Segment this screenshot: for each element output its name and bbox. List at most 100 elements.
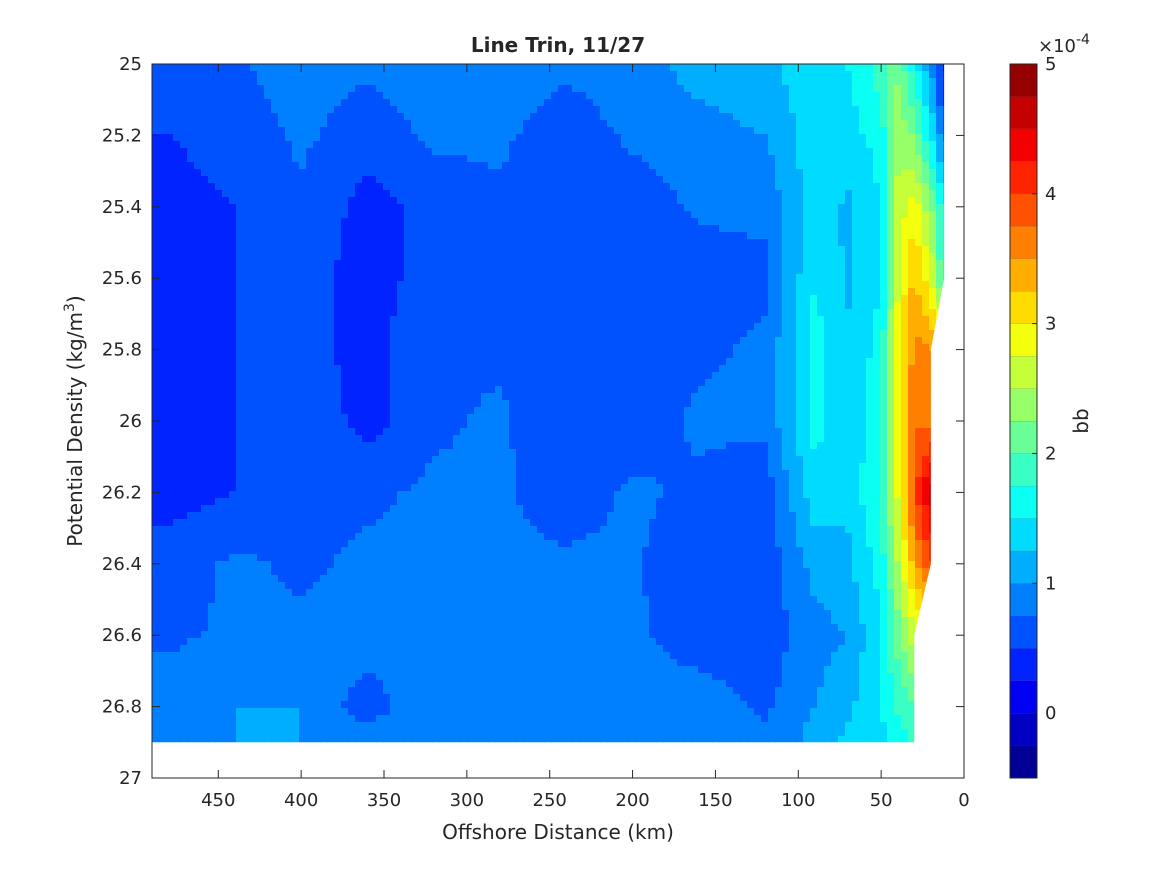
- contour-cell: [915, 218, 923, 226]
- contour-cell: [201, 253, 209, 261]
- contour-cell: [656, 267, 664, 275]
- contour-cell: [334, 120, 342, 128]
- contour-cell: [404, 78, 412, 86]
- contour-cell: [768, 190, 776, 198]
- contour-cell: [173, 218, 181, 226]
- contour-cell: [719, 260, 727, 268]
- contour-cell: [677, 232, 685, 240]
- contour-cell: [222, 64, 230, 72]
- contour-cell: [852, 183, 860, 191]
- contour-cell: [789, 274, 797, 282]
- contour-cell: [201, 239, 209, 247]
- contour-cell: [355, 162, 363, 170]
- contour-cell: [509, 337, 517, 345]
- contour-cell: [187, 302, 195, 310]
- contour-cell: [292, 169, 300, 177]
- contour-cell: [495, 78, 503, 86]
- contour-cell: [747, 190, 755, 198]
- contour-cell: [558, 127, 566, 135]
- contour-cell: [348, 225, 356, 233]
- contour-cell: [551, 218, 559, 226]
- contour-cell: [355, 295, 363, 303]
- contour-cell: [460, 92, 468, 100]
- contour-cell: [670, 197, 678, 205]
- contour-cell: [929, 190, 937, 198]
- contour-cell: [754, 155, 762, 163]
- contour-cell: [313, 302, 321, 310]
- contour-cell: [376, 141, 384, 149]
- contour-cell: [586, 344, 594, 352]
- contour-cell: [383, 190, 391, 198]
- contour-cell: [677, 85, 685, 93]
- contour-cell: [537, 162, 545, 170]
- contour-cell: [866, 274, 874, 282]
- contour-cell: [516, 358, 524, 366]
- contour-cell: [572, 162, 580, 170]
- contour-cell: [817, 169, 825, 177]
- contour-cell: [719, 197, 727, 205]
- contour-cell: [754, 127, 762, 135]
- contour-cell: [411, 169, 419, 177]
- contour-cell: [621, 351, 629, 359]
- contour-cell: [537, 295, 545, 303]
- contour-cell: [334, 134, 342, 142]
- contour-cell: [579, 64, 587, 72]
- contour-cell: [194, 302, 202, 310]
- contour-cell: [432, 190, 440, 198]
- contour-cell: [789, 337, 797, 345]
- contour-cell: [243, 309, 251, 317]
- contour-cell: [908, 71, 916, 79]
- contour-cell: [824, 351, 832, 359]
- contour-cell: [544, 155, 552, 163]
- contour-cell: [705, 351, 713, 359]
- contour-cell: [558, 351, 566, 359]
- contour-cell: [201, 267, 209, 275]
- contour-cell: [733, 344, 741, 352]
- contour-cell: [278, 99, 286, 107]
- contour-cell: [740, 113, 748, 121]
- contour-cell: [425, 85, 433, 93]
- contour-cell: [257, 267, 265, 275]
- contour-cell: [523, 309, 531, 317]
- contour-cell: [866, 239, 874, 247]
- contour-cell: [502, 253, 510, 261]
- contour-cell: [320, 99, 328, 107]
- contour-cell: [894, 99, 902, 107]
- contour-cell: [684, 358, 692, 366]
- contour-cell: [397, 85, 405, 93]
- contour-cell: [593, 169, 601, 177]
- contour-cell: [467, 309, 475, 317]
- contour-cell: [670, 106, 678, 114]
- contour-cell: [257, 176, 265, 184]
- contour-cell: [187, 127, 195, 135]
- contour-cell: [173, 260, 181, 268]
- contour-cell: [838, 134, 846, 142]
- contour-cell: [866, 99, 874, 107]
- contour-cell: [796, 190, 804, 198]
- contour-cell: [915, 99, 923, 107]
- contour-cell: [166, 169, 174, 177]
- contour-cell: [593, 85, 601, 93]
- contour-cell: [838, 64, 846, 72]
- contour-cell: [320, 162, 328, 170]
- contour-cell: [663, 337, 671, 345]
- contour-cell: [215, 309, 223, 317]
- contour-cell: [565, 253, 573, 261]
- contour-cell: [719, 330, 727, 338]
- contour-cell: [516, 302, 524, 310]
- contour-cell: [558, 162, 566, 170]
- contour-cell: [887, 141, 895, 149]
- contour-cell: [187, 141, 195, 149]
- contour-cell: [166, 85, 174, 93]
- contour-cell: [817, 71, 825, 79]
- contour-cell: [271, 183, 279, 191]
- contour-cell: [565, 162, 573, 170]
- contour-cell: [803, 127, 811, 135]
- contour-cell: [306, 281, 314, 289]
- contour-cell: [194, 274, 202, 282]
- contour-cell: [663, 183, 671, 191]
- contour-cell: [747, 78, 755, 86]
- contour-cell: [810, 78, 818, 86]
- contour-cell: [180, 337, 188, 345]
- contour-cell: [670, 316, 678, 324]
